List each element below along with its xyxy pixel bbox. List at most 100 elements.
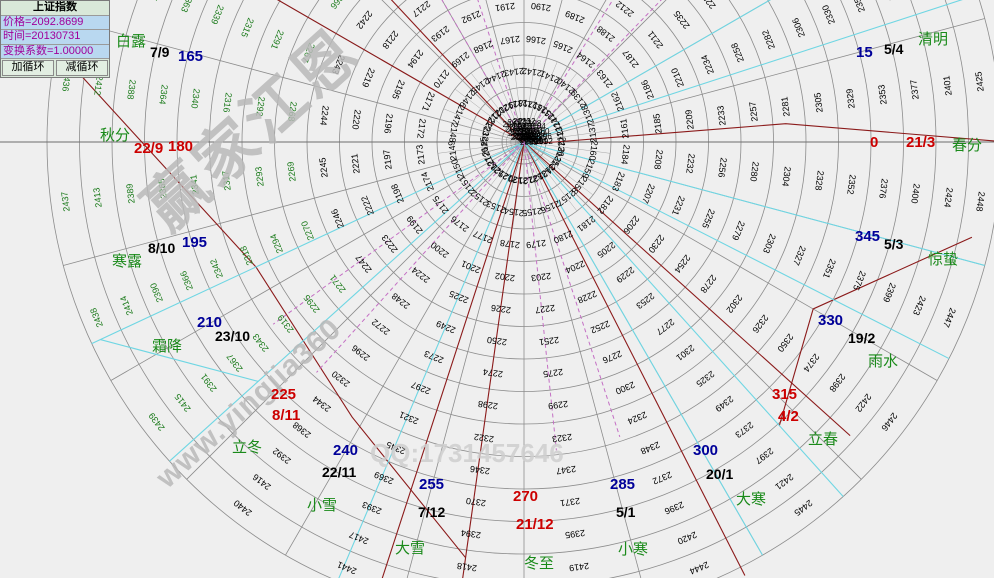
angle-label-225: 225 [271,386,297,403]
angle-label-210: 210 [197,314,223,331]
ring-value: 2172 [414,117,428,139]
solar-term-立冬: 立冬 [232,439,263,456]
center-value: 2096 [533,131,552,141]
ring-value: 2250 [486,334,508,348]
center-value: 2110 [516,127,534,137]
angle-label-15: 15 [856,44,873,61]
center-value: 2109 [515,132,534,142]
date-label-255: 7/12 [418,504,446,520]
center-value: 2106 [518,128,537,138]
date-label-330: 19/2 [848,330,876,346]
angle-label-195: 195 [182,234,208,251]
center-value: 2033 [512,117,531,127]
angle-label-285: 285 [610,476,636,493]
solar-term-寒露: 寒露 [112,253,143,270]
solar-term-惊蛰: 惊蛰 [928,251,959,268]
ring-value: 2226 [490,302,512,316]
ring-value: 2232 [684,152,697,175]
ring-value: 2143 [503,65,525,79]
time-row: 时间=20130731 [1,30,109,45]
center-value: 2091 [529,137,548,147]
date-label-210: 23/10 [215,328,251,344]
solar-term-小雪: 小雪 [307,497,338,514]
center-value: 2103 [524,126,543,136]
date-label-300: 20/1 [706,466,734,482]
date-label-0: 21/3 [906,134,936,151]
ring-value: 2448 [974,191,987,213]
date-label-180: 22/9 [134,140,164,157]
solar-term-雨水: 雨水 [868,353,899,370]
ring-value: 2190 [530,1,552,14]
center-value: 2112 [518,117,536,127]
center-value: 2100 [531,126,550,136]
ring-value: 2160 [587,140,600,162]
solar-term-霜降: 霜降 [152,338,183,355]
ring-value: 2328 [812,169,826,192]
ring-value: 2418 [456,560,478,573]
center-value: 2101 [518,133,536,143]
ring-value: 2178 [498,238,521,251]
solar-term-清明: 清明 [918,31,949,48]
ring-value: 2227 [534,302,556,316]
solar-term-立春: 立春 [808,431,839,448]
ring-value: 2370 [464,495,487,509]
ring-value: 2256 [716,157,729,179]
angle-label-270: 270 [513,488,539,505]
solar-term-白露: 白露 [116,33,147,50]
ring-value: 2400 [909,182,923,204]
ring-value: 2395 [564,528,586,541]
angle-label-0: 0 [870,134,879,151]
angle-label-180: 180 [168,138,194,155]
solar-term-冬至: 冬至 [524,555,555,572]
date-label-315: 4/2 [778,408,799,425]
center-value: 2111 [517,122,534,132]
ring-value: 2268 [285,100,299,122]
center-value: 2097 [519,134,537,144]
ring-value: 2346 [469,463,491,477]
ring-value: 2280 [748,161,762,183]
center-value: 2105 [516,132,535,142]
center-value: 2032 [513,122,531,132]
date-label-15: 5/4 [884,41,904,57]
solar-term-小寒: 小寒 [618,541,649,558]
add-cycle-button[interactable]: 加循环 [2,60,54,76]
ring-value: 2185 [650,113,664,135]
center-value: 2089 [519,137,538,147]
center-value: 2039 [508,128,526,138]
sub-cycle-button[interactable]: 减循环 [56,60,108,76]
ring-value: 2299 [547,399,569,412]
angle-label-165: 165 [178,48,204,65]
center-value: 2035 [510,127,529,137]
ring-value: 2401 [940,75,954,97]
center-value: 2030 [513,132,532,141]
ring-value: 2167 [499,33,521,46]
angle-label-315: 315 [772,386,798,403]
factor-row: 变换系数=1.00000 [1,44,109,60]
center-value: 2095 [529,133,547,143]
ring-value: 2304 [780,165,794,187]
center-value: 2107 [521,123,540,133]
center-value: 2041 [502,120,521,130]
ring-value: 2173 [413,144,427,166]
center-value: 2034 [512,132,530,142]
ring-value: 2119 [507,97,528,111]
quote-info-panel: 上证指数 价格=2092.8699 时间=20130731 变换系数=1.000… [0,0,110,78]
angle-label-300: 300 [693,442,719,459]
ring-value: 2371 [559,495,582,509]
ring-value: 2316 [221,92,235,114]
center-value: 2031 [513,127,532,136]
ring-value: 2274 [481,366,504,380]
ring-value: 2275 [542,366,565,380]
ring-value: 2166 [525,33,548,46]
angle-label-240: 240 [333,442,359,459]
ring-value: 2244 [318,104,331,126]
angle-label-255: 255 [419,476,445,493]
ring-value: 2352 [845,174,858,196]
solar-term-大雪: 大雪 [395,540,426,557]
ring-value: 2196 [382,113,396,135]
center-value: 2040 [505,124,524,134]
ring-value: 2424 [941,186,955,209]
ring-value: 2208 [651,148,665,170]
